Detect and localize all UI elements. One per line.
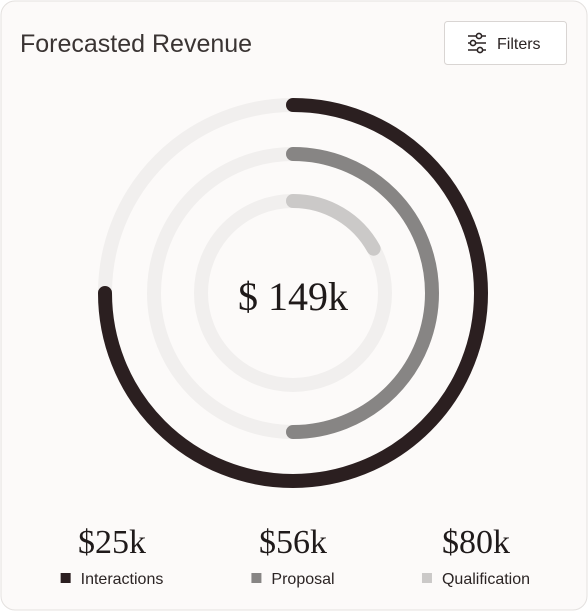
legend-label: Interactions: [81, 571, 164, 588]
legend-label: Qualification: [442, 571, 530, 588]
card-title: Forecasted Revenue: [20, 30, 252, 58]
legend-label: Proposal: [271, 571, 334, 588]
legend-swatch: [421, 573, 432, 583]
arc: [286, 147, 439, 439]
arc: [286, 194, 381, 256]
button-bg[interactable]: [444, 21, 567, 65]
legend-swatch: [251, 573, 262, 583]
center-label: $ 149k: [238, 274, 348, 319]
value-label: $25k: [78, 524, 146, 561]
button-label[interactable]: Filters: [497, 36, 541, 53]
filters-button[interactable]: Filters: [444, 21, 567, 65]
filter-icon: [468, 32, 486, 54]
arc: [98, 98, 488, 488]
value-label: $80k: [442, 524, 510, 561]
legend-swatch: [60, 573, 71, 583]
value-label: $56k: [259, 524, 327, 561]
